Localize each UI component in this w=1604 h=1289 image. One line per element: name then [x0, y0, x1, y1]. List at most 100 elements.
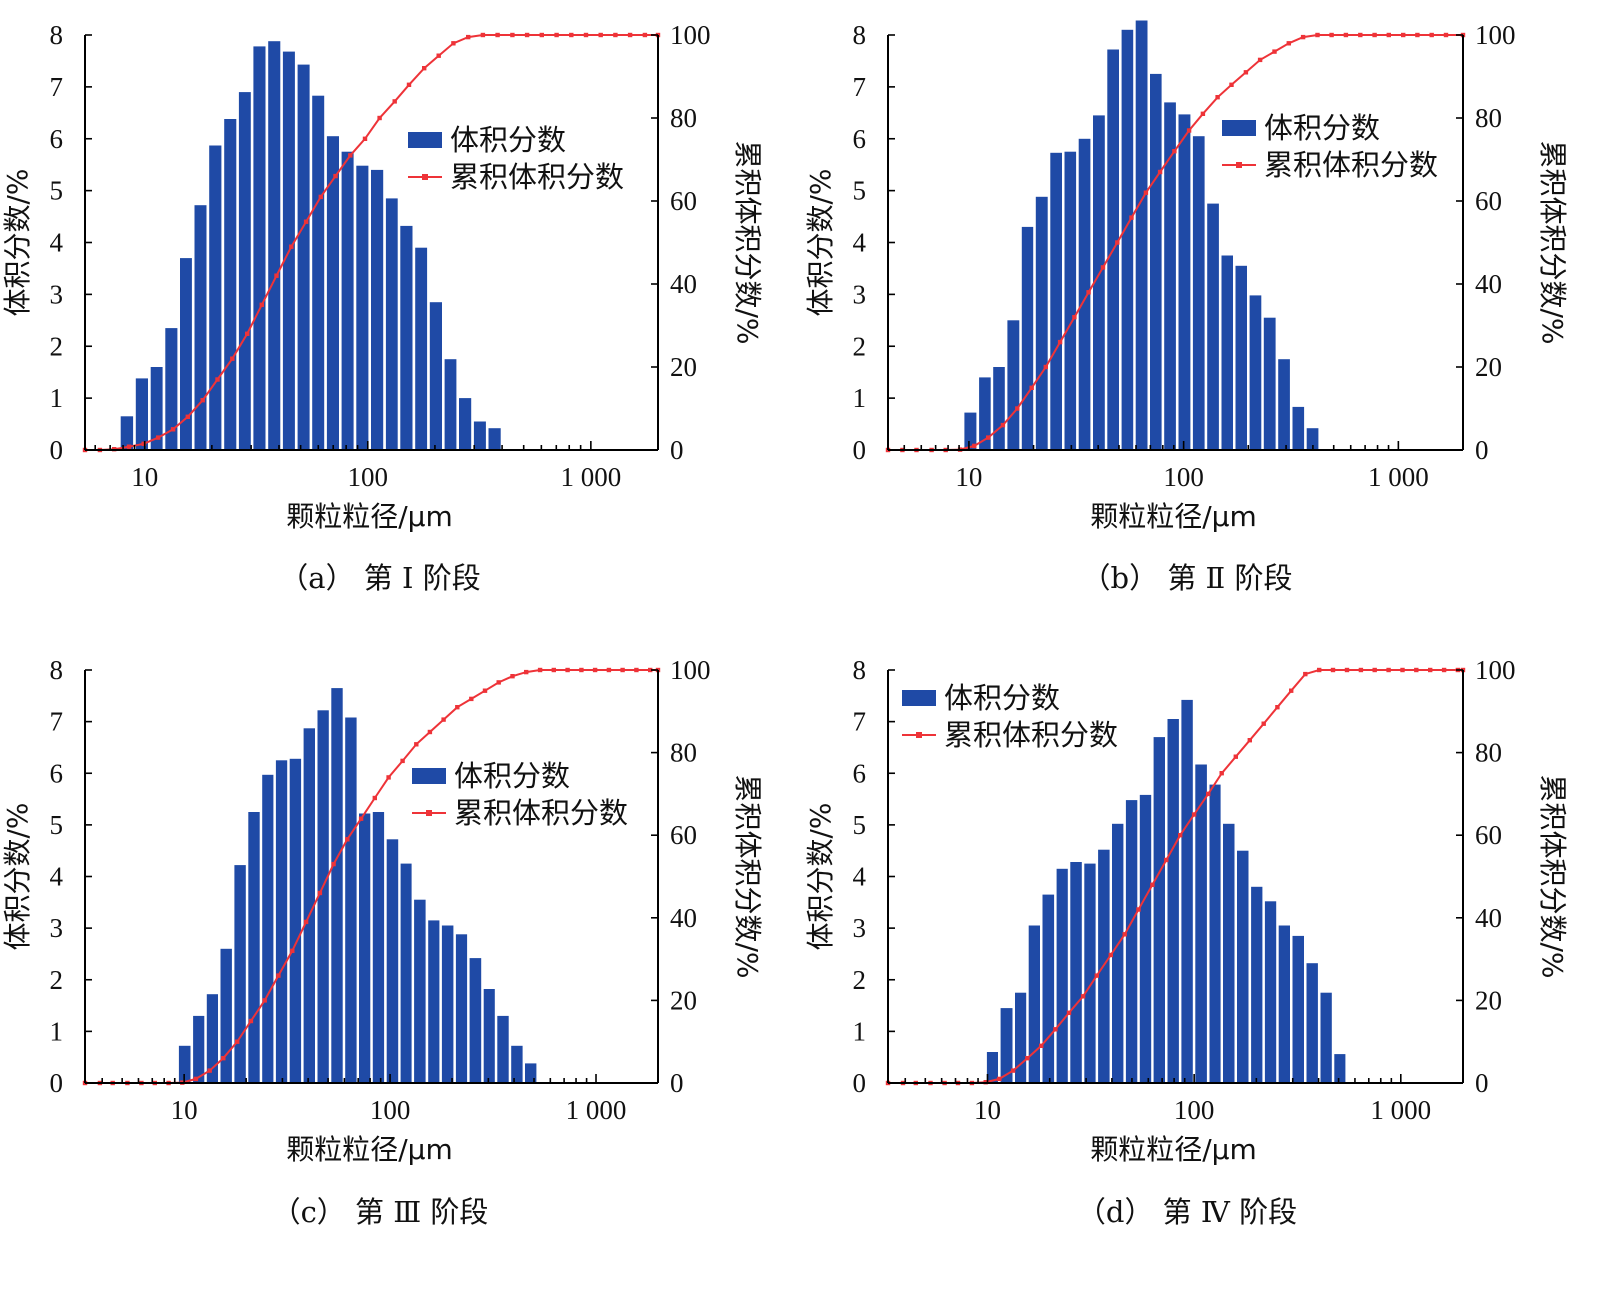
bar [473, 421, 486, 450]
bar [275, 760, 288, 1083]
y-left-tick-label: 4 [50, 228, 64, 258]
bar [444, 359, 457, 450]
x-tick-label: 100 [348, 462, 389, 492]
x-tick-label: 1 000 [1370, 1095, 1431, 1125]
x-tick-label: 1 000 [1368, 462, 1429, 492]
cumulative-point [642, 32, 648, 38]
cumulative-point [613, 32, 618, 38]
bar [359, 813, 371, 1083]
bars-b [964, 20, 1319, 451]
cumulative-point [1441, 667, 1447, 673]
cumulative-point [406, 82, 412, 87]
x-tick-label: 10 [171, 1095, 198, 1125]
bar [1278, 925, 1290, 1083]
y-left-tick-label: 5 [853, 176, 867, 206]
legend-c: 体积分数 累积体积分数 [412, 759, 628, 830]
cumulative-point [1108, 952, 1113, 958]
bar [120, 416, 134, 450]
bar [165, 328, 178, 450]
y-left-tick-label: 2 [853, 965, 867, 995]
bar [1015, 992, 1027, 1083]
bar [1078, 138, 1091, 451]
cum-line-c [82, 667, 661, 1086]
cumulative-point [1043, 364, 1048, 370]
cumulative-point [1343, 32, 1349, 38]
bars-c [178, 688, 537, 1083]
y-right-tick-label: 20 [670, 985, 697, 1015]
cumulative-point [997, 1076, 1002, 1082]
panel-caption: （b） 第 Ⅱ 阶段 [1082, 561, 1293, 595]
legend-bar-label: 体积分数 [944, 681, 1060, 715]
cumulative-point [436, 53, 441, 58]
cumulative-point [565, 667, 570, 673]
cumulative-point [1358, 32, 1363, 38]
bar [483, 989, 495, 1083]
legend-bar-label: 体积分数 [454, 759, 570, 793]
legend-d: 体积分数 累积体积分数 [902, 681, 1118, 752]
cumulative-point [362, 136, 368, 141]
cumulative-point [318, 194, 323, 200]
bar [135, 378, 148, 450]
y-left-tick-label: 3 [853, 279, 867, 309]
cumulative-point [1275, 705, 1280, 710]
bar [1070, 862, 1082, 1083]
y-right-tick-label: 0 [670, 435, 684, 465]
y-right-tick-label: 60 [670, 186, 697, 216]
legend-bar-swatch [412, 768, 446, 784]
y-left-axis-label: 体积分数/% [804, 168, 837, 316]
cumulative-point [1317, 667, 1322, 673]
y-right-axis-label: 累积体积分数/% [731, 774, 764, 978]
cumulative-point [386, 775, 391, 780]
legend-line-label: 累积体积分数 [450, 160, 624, 194]
bar [1306, 428, 1319, 450]
bar [1278, 359, 1290, 450]
cumulative-point [1329, 32, 1334, 38]
bar [289, 758, 302, 1083]
cumulative-point [1200, 111, 1206, 116]
bar [1167, 719, 1179, 1083]
cumulative-point [1386, 667, 1391, 673]
cumulative-point [1414, 667, 1419, 673]
cumulative-point [248, 1018, 254, 1024]
bar [1064, 151, 1077, 450]
bar [400, 225, 413, 450]
cumulative-point [185, 414, 190, 419]
cumulative-point [569, 32, 574, 38]
y-left-tick-label: 0 [50, 1068, 64, 1098]
cumulative-point [1164, 857, 1169, 863]
x-tick-label: 100 [370, 1095, 411, 1125]
bar [455, 934, 468, 1083]
bar [234, 865, 246, 1083]
cumulative-point [1372, 667, 1377, 673]
cumulative-point [1094, 973, 1099, 978]
bar [525, 1063, 537, 1083]
y-left-tick-label: 6 [50, 124, 64, 154]
bar [1093, 115, 1105, 451]
bar [345, 717, 357, 1083]
cumulative-point [1272, 49, 1277, 54]
x-tick-label: 10 [131, 462, 158, 492]
cumulative-point [193, 1076, 199, 1082]
cumulative-point [1429, 32, 1434, 38]
y-left-tick-label: 8 [853, 20, 867, 50]
bar [262, 774, 274, 1083]
bar [1135, 20, 1148, 450]
bar [326, 136, 339, 450]
y-left-axis-label: 体积分数/% [1, 802, 34, 950]
bar [414, 899, 426, 1083]
y-left-tick-label: 5 [50, 176, 64, 206]
bar [1028, 925, 1040, 1083]
bar [488, 428, 501, 450]
cumulative-point [1029, 385, 1034, 390]
bar [1292, 935, 1304, 1083]
bar [206, 994, 218, 1083]
cumulative-point [620, 667, 625, 673]
x-axis-label: 颗粒粒径/μm [1090, 1133, 1257, 1166]
axes-c [84, 670, 659, 1084]
cumulative-point [1286, 41, 1291, 46]
y-right-tick-label: 80 [1475, 103, 1502, 133]
bar [303, 728, 315, 1083]
y-right-tick-label: 20 [670, 352, 697, 382]
